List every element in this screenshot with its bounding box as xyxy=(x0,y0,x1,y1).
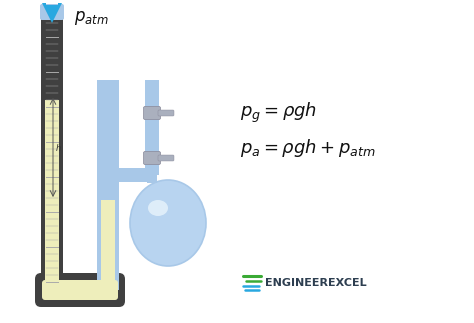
Text: $p_a = \rho gh + p_{atm}$: $p_a = \rho gh + p_{atm}$ xyxy=(240,137,376,159)
FancyBboxPatch shape xyxy=(40,4,64,20)
Bar xyxy=(145,80,159,175)
Bar xyxy=(41,15,63,290)
FancyBboxPatch shape xyxy=(144,151,161,164)
Text: $p_{atm}$: $p_{atm}$ xyxy=(74,9,109,27)
FancyBboxPatch shape xyxy=(144,107,161,120)
Text: $h$: $h$ xyxy=(55,142,62,153)
Bar xyxy=(147,160,157,183)
FancyBboxPatch shape xyxy=(158,155,174,161)
Bar xyxy=(97,80,119,290)
Ellipse shape xyxy=(148,200,168,216)
FancyBboxPatch shape xyxy=(42,280,118,300)
Text: ENGINEEREXCEL: ENGINEEREXCEL xyxy=(265,278,366,288)
Ellipse shape xyxy=(130,180,206,266)
Bar xyxy=(45,65,59,100)
FancyBboxPatch shape xyxy=(35,273,125,307)
Bar xyxy=(119,168,157,182)
FancyArrow shape xyxy=(42,3,62,23)
FancyBboxPatch shape xyxy=(158,110,174,116)
Text: $p_g = \rho gh$: $p_g = \rho gh$ xyxy=(240,101,317,125)
Bar xyxy=(101,200,115,286)
Bar xyxy=(45,100,59,286)
